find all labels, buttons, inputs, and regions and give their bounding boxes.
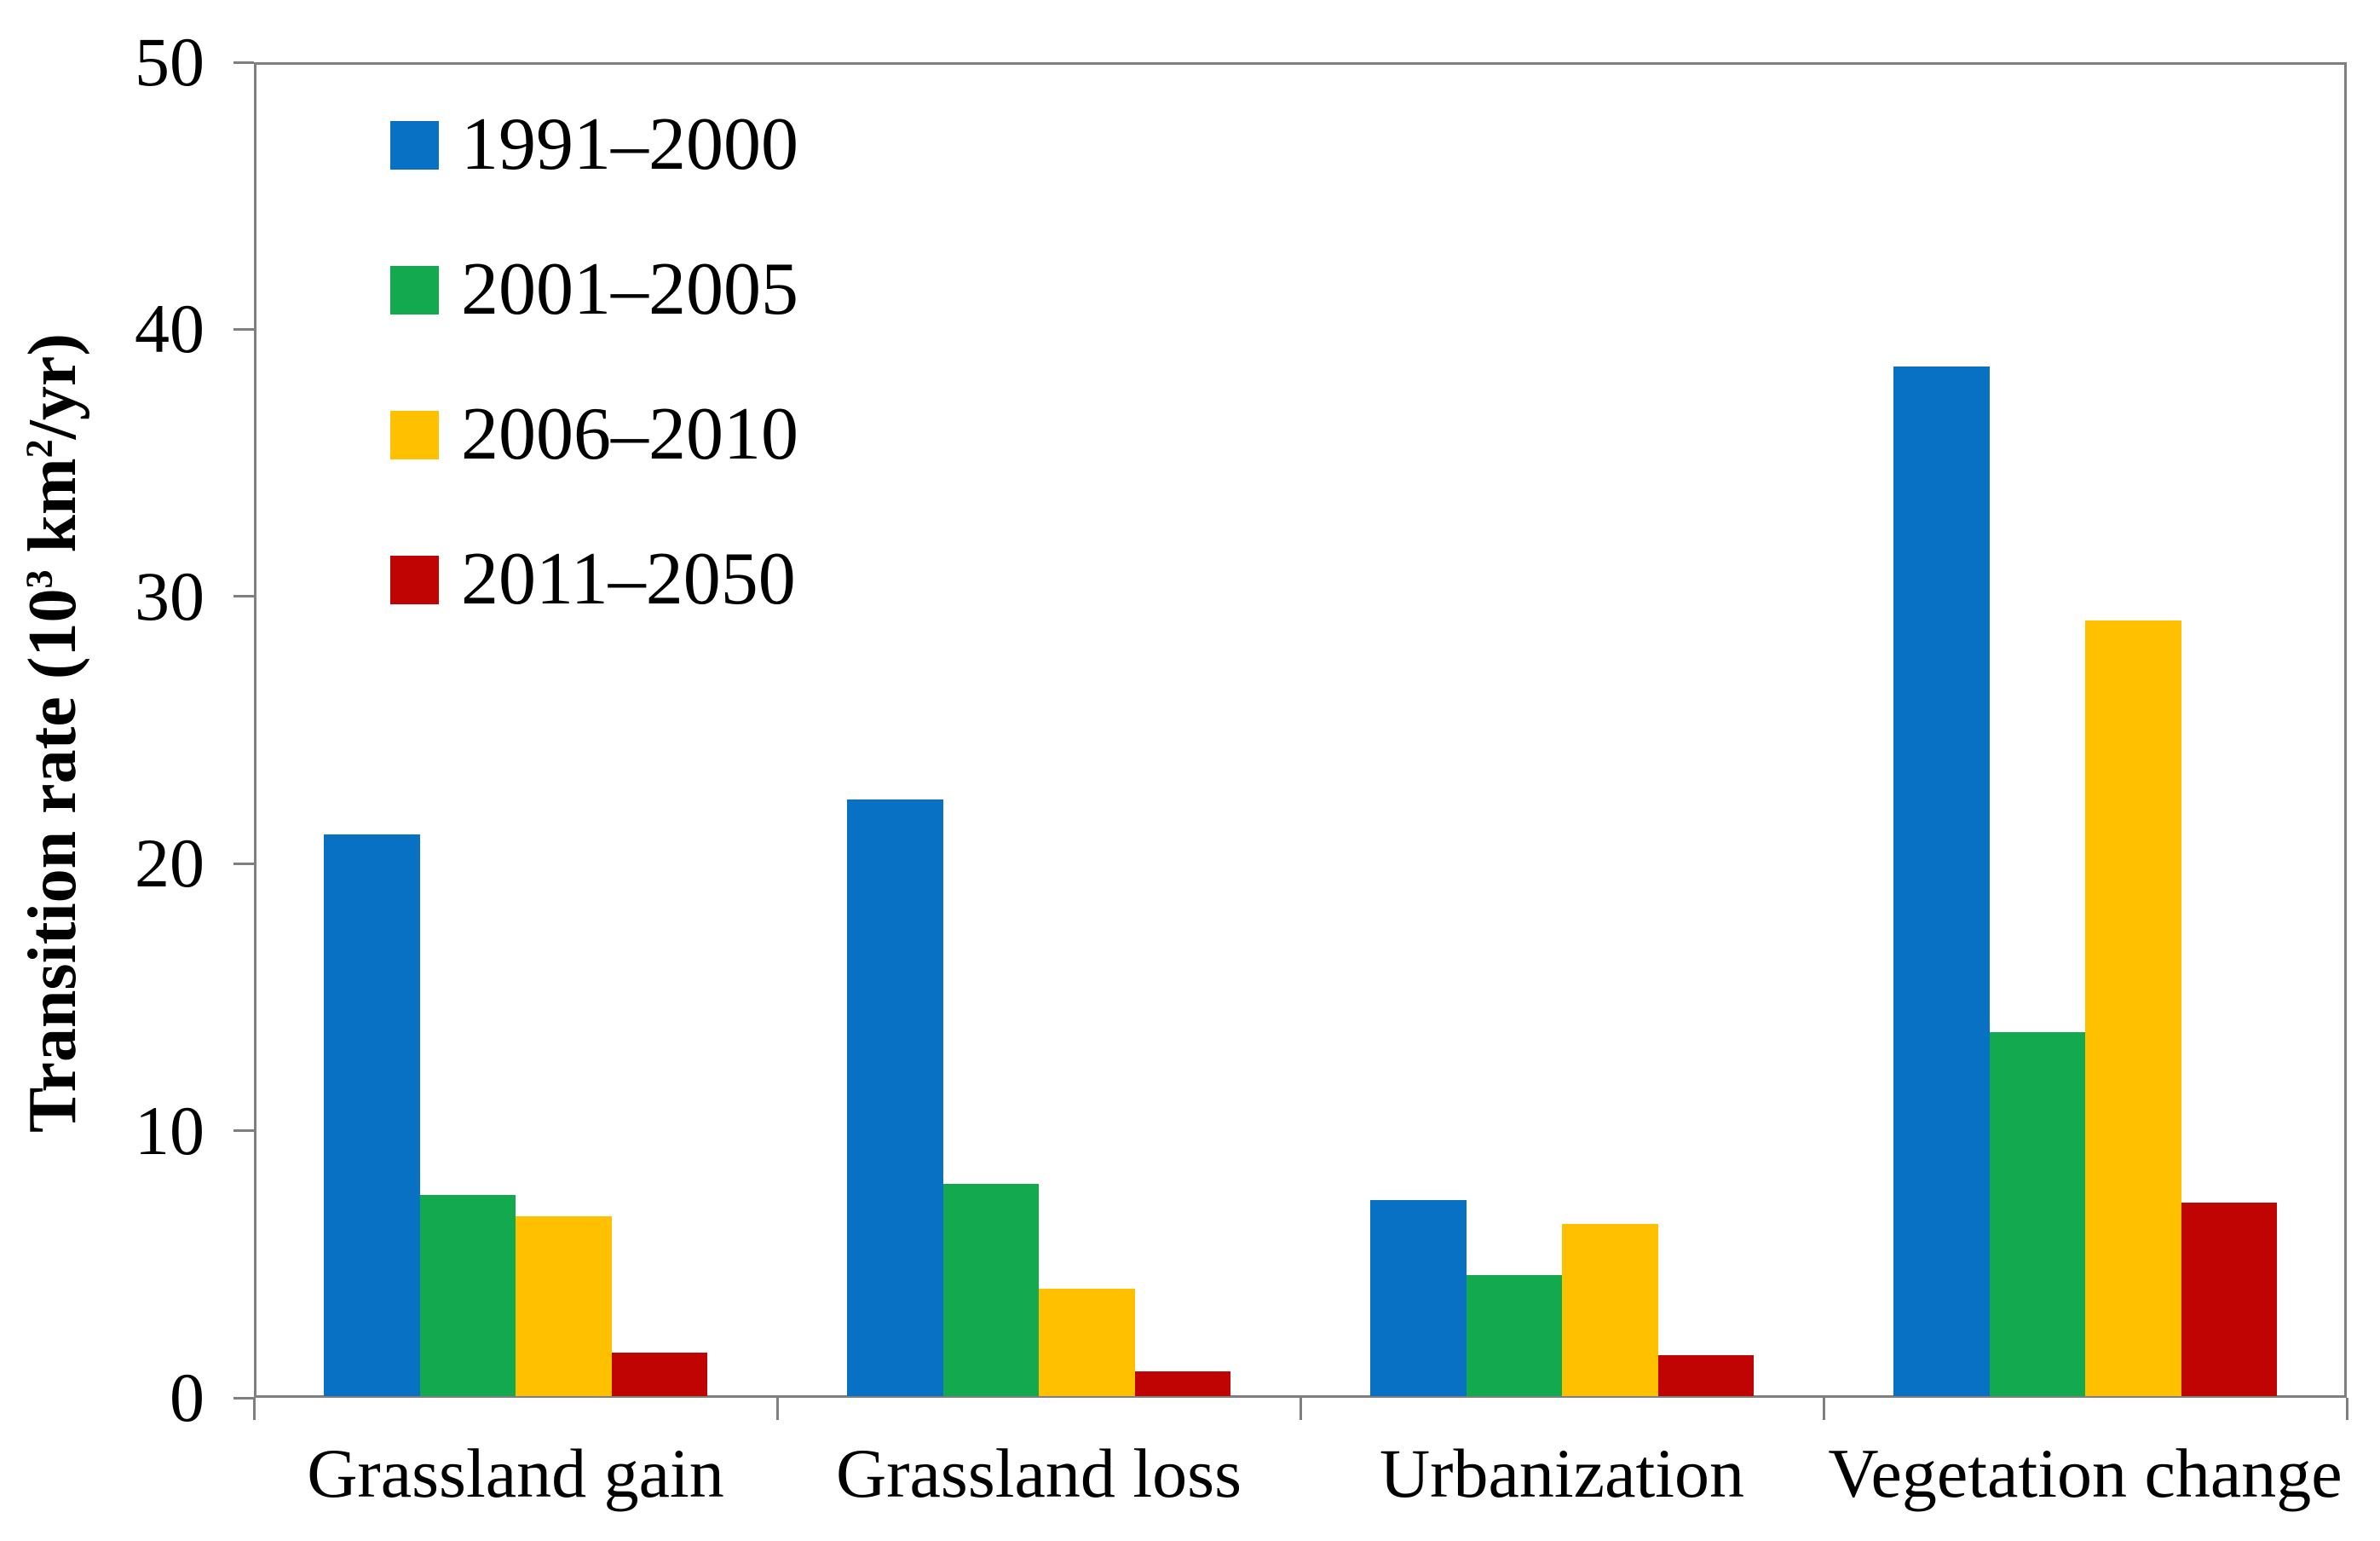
bar-2001–2005-Grassland gain — [419, 1194, 516, 1397]
bar-1991–2000-Vegetation change — [1893, 366, 1990, 1397]
bar-2006–2010-Grassland loss — [1039, 1288, 1135, 1397]
legend-label: 2006–2010 — [461, 393, 798, 476]
x-category-label: Vegetation change — [1828, 1434, 2343, 1512]
y-tick-label: 20 — [135, 824, 205, 903]
y-tick-label: 40 — [135, 290, 205, 368]
y-tick-label: 50 — [135, 23, 205, 101]
y-tick-label: 30 — [135, 557, 205, 635]
legend-item: 1991–2000 — [390, 107, 798, 182]
bar-2006–2010-Vegetation change — [2085, 620, 2181, 1397]
legend-item: 2006–2010 — [390, 397, 798, 472]
y-tick-label: 10 — [135, 1091, 205, 1169]
bar-2011–2050-Urbanization — [1657, 1354, 1754, 1397]
x-axis-tick — [252, 1398, 256, 1420]
y-axis-tick — [233, 1396, 254, 1400]
x-axis-tick — [775, 1398, 779, 1420]
bar-1991–2000-Urbanization — [1370, 1200, 1467, 1397]
bar-1991–2000-Grassland gain — [324, 834, 420, 1397]
bar-2001–2005-Urbanization — [1466, 1274, 1562, 1397]
x-category-label: Grassland loss — [835, 1434, 1242, 1512]
legend-swatch-icon — [390, 410, 439, 459]
y-axis-title: Transition rate (103 km2/yr) — [15, 333, 90, 1133]
bar-1991–2000-Grassland loss — [847, 799, 943, 1397]
bar-2001–2005-Grassland loss — [942, 1184, 1039, 1397]
bar-2011–2050-Grassland gain — [611, 1352, 707, 1397]
y-axis-tick — [233, 595, 254, 598]
legend-label: 1991–2000 — [461, 103, 798, 186]
bar-2011–2050-Vegetation change — [2181, 1203, 2277, 1397]
legend-label: 2011–2050 — [461, 538, 796, 620]
y-tick-label: 0 — [170, 1359, 205, 1436]
legend-swatch-icon — [390, 265, 439, 315]
x-category-label: Grassland gain — [307, 1434, 724, 1512]
legend-item: 2011–2050 — [390, 542, 796, 617]
x-axis-tick — [2345, 1398, 2348, 1420]
y-axis-tick — [233, 327, 254, 331]
bar-2006–2010-Urbanization — [1562, 1224, 1658, 1397]
x-axis-tick — [1299, 1398, 1302, 1420]
x-axis-tick — [1822, 1398, 1825, 1420]
y-axis-tick — [233, 862, 254, 865]
bar-2011–2050-Grassland loss — [1134, 1371, 1230, 1397]
y-axis-tick — [233, 61, 254, 64]
legend-swatch-icon — [390, 555, 439, 604]
legend-item: 2001–2005 — [390, 252, 798, 327]
x-category-label: Urbanization — [1379, 1434, 1745, 1512]
bar-2001–2005-Vegetation change — [1989, 1031, 2085, 1397]
bar-2006–2010-Grassland gain — [516, 1215, 612, 1397]
legend-swatch-icon — [390, 120, 439, 170]
legend-label: 2001–2005 — [461, 248, 798, 331]
y-axis-tick — [233, 1129, 254, 1133]
